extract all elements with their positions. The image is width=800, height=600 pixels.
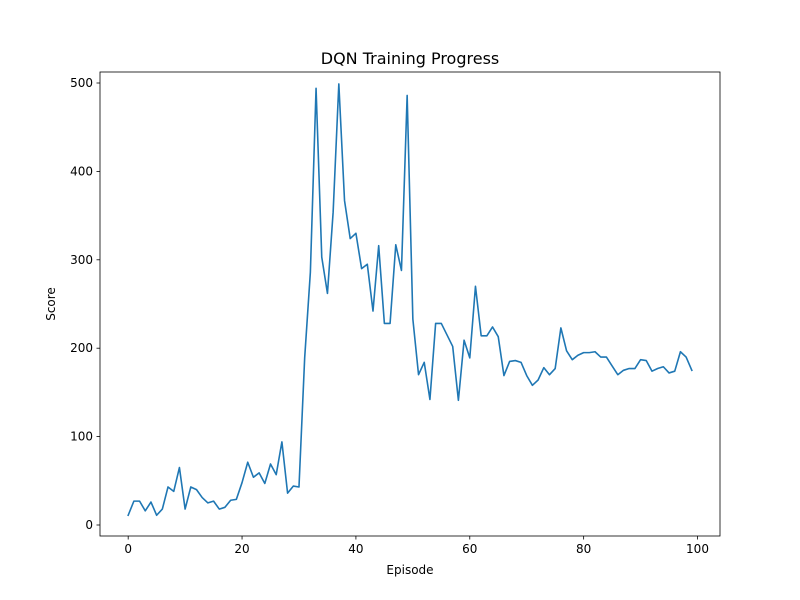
x-tick-label: 0	[124, 542, 132, 556]
x-tick-label: 100	[686, 542, 709, 556]
x-tick-label: 80	[576, 542, 591, 556]
y-tick-label: 100	[70, 430, 93, 444]
plot-frame	[99, 71, 721, 537]
x-tick-label: 40	[348, 542, 363, 556]
y-axis-ticks: 0 100 200 300 400 500	[70, 76, 100, 532]
x-tick-label: 20	[234, 542, 249, 556]
y-tick-label: 500	[70, 76, 93, 90]
y-tick-label: 200	[70, 341, 93, 355]
series-group	[127, 83, 693, 517]
x-tick-label: 60	[462, 542, 477, 556]
plot-area	[100, 72, 720, 536]
y-axis-label: Score	[44, 287, 58, 321]
y-tick-label: 400	[70, 164, 93, 178]
chart-title: DQN Training Progress	[321, 49, 499, 68]
y-tick-label: 300	[70, 253, 93, 267]
x-axis-ticks: 0 20 40 60 80 100	[124, 536, 709, 556]
score-line	[127, 83, 693, 517]
x-axis-label: Episode	[386, 563, 433, 577]
y-tick-label: 0	[85, 518, 93, 532]
